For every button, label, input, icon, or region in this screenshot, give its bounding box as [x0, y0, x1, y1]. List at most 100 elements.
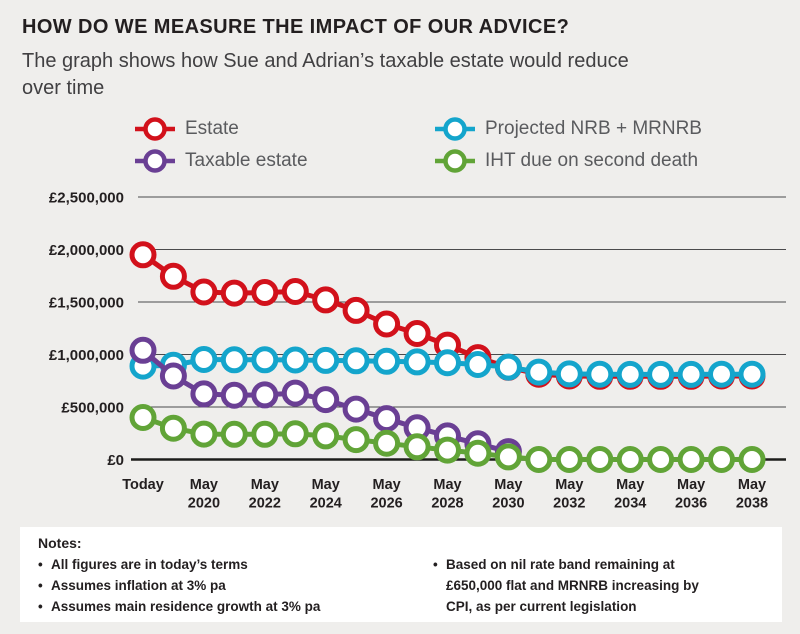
data-point — [220, 420, 248, 448]
note-line: Based on nil rate band remaining at — [446, 557, 675, 572]
series-taxable-estate — [129, 336, 522, 466]
legend-label: Estate — [185, 117, 239, 139]
data-point — [312, 422, 340, 450]
data-point — [129, 404, 157, 431]
data-point — [190, 380, 218, 408]
x-axis-tick-label: May 2024 — [310, 477, 342, 512]
line-chart: £2,500,000 £2,000,000 £1,500,000 £1,000,000… — [49, 190, 786, 512]
legend-item-taxable-estate: Taxable estate — [134, 146, 434, 175]
data-point — [647, 446, 675, 473]
page-subtitle-line1: The graph shows how Sue and Adrian’s tax… — [22, 50, 629, 72]
y-axis-tick-label: £1,500,000 — [49, 295, 124, 312]
legend-label: Projected NRB + MRNRB — [485, 117, 702, 139]
data-point — [708, 360, 735, 388]
page-subtitle: The graph shows how Sue and Adrian’s tax… — [22, 48, 792, 102]
note-item: • Assumes main residence growth at 3% pa — [38, 596, 433, 617]
data-point — [403, 320, 431, 347]
bullet-icon: • — [38, 578, 43, 593]
data-point — [373, 429, 401, 457]
x-axis-tick-label: May 2036 — [675, 477, 707, 512]
x-axis-tick-label: May 2034 — [614, 477, 646, 512]
bullet-icon: • — [38, 557, 43, 572]
notes-panel: Notes: • All figures are in today’s terms… — [20, 527, 782, 622]
data-point — [586, 360, 614, 388]
legend-item-iht-due-on-second-death: IHT due on second death — [434, 146, 702, 175]
data-point — [190, 420, 218, 448]
data-point — [494, 443, 522, 471]
x-axis-tick-label: Today — [122, 477, 164, 493]
data-point — [403, 433, 431, 461]
data-point — [220, 346, 248, 374]
data-point — [708, 446, 735, 473]
data-point — [342, 296, 370, 324]
data-point — [159, 362, 187, 390]
note-line: CPI, as per current legislation — [446, 599, 637, 614]
note-line: Assumes inflation at 3% pa — [51, 578, 226, 593]
data-point — [525, 446, 553, 473]
data-point — [251, 420, 279, 448]
legend-label: IHT due on second death — [485, 149, 699, 171]
data-point — [616, 446, 644, 473]
notes-heading: Notes: — [38, 535, 82, 551]
data-point — [281, 420, 309, 448]
data-point — [434, 349, 461, 377]
data-point — [129, 336, 157, 364]
data-point — [555, 360, 583, 388]
notes-column-right: • Based on nil rate band remaining at £650… — [433, 554, 773, 617]
data-point — [312, 346, 340, 374]
data-point — [129, 241, 157, 269]
bullet-icon: • — [38, 599, 43, 614]
chart-legend: Estate Taxable estate Projected NRB + MRNR… — [134, 114, 702, 175]
series-iht-due-on-second-death — [129, 404, 766, 473]
data-point — [738, 446, 766, 473]
data-point — [555, 446, 583, 473]
data-point — [220, 381, 248, 409]
page-title: HOW DO WE MEASURE THE IMPACT OF OUR ADVI… — [22, 16, 570, 38]
x-axis-tick-label: May 2038 — [736, 477, 768, 512]
data-point — [190, 278, 218, 306]
note-line: Assumes main residence growth at 3% pa — [51, 599, 321, 614]
data-point — [738, 360, 766, 388]
data-point — [281, 346, 309, 374]
data-point — [586, 446, 614, 473]
data-point — [677, 360, 705, 388]
data-point — [251, 381, 279, 409]
note-item: • Assumes inflation at 3% pa — [38, 575, 433, 596]
y-axis-tick-label: £1,000,000 — [49, 347, 124, 364]
y-axis-tick-label: £2,500,000 — [49, 190, 124, 207]
note-item: • Based on nil rate band remaining at £650… — [433, 554, 773, 617]
y-axis-tick-label: £2,000,000 — [49, 242, 124, 259]
data-point — [434, 436, 461, 464]
legend-item-estate: Estate — [134, 114, 434, 143]
legend-marker-icon — [435, 116, 475, 141]
data-point — [342, 395, 370, 423]
y-axis-tick-label: £500,000 — [61, 400, 124, 417]
legend-marker-icon — [435, 148, 475, 173]
data-point — [464, 439, 492, 467]
x-axis-tick-label: May 2022 — [249, 477, 281, 512]
notes-column-left: • All figures are in today’s terms • Assume… — [38, 554, 433, 617]
data-point — [251, 346, 279, 374]
x-axis-tick-label: May 2020 — [188, 477, 220, 512]
y-axis-tick-label: £0 — [107, 452, 124, 469]
x-axis-tick-label: May 2032 — [553, 477, 585, 512]
data-point — [312, 286, 340, 314]
data-point — [342, 347, 370, 375]
data-point — [159, 262, 187, 290]
note-line: All figures are in today’s terms — [51, 557, 248, 572]
data-point — [342, 426, 370, 454]
data-point — [281, 379, 309, 407]
data-point — [525, 358, 553, 386]
legend-marker-icon — [135, 148, 175, 173]
x-axis-tick-label: May 2028 — [431, 477, 463, 512]
data-point — [403, 348, 431, 376]
x-axis-tick-label: May 2026 — [370, 477, 402, 512]
data-point — [373, 310, 401, 338]
bullet-icon: • — [433, 557, 438, 572]
data-point — [251, 279, 279, 306]
data-point — [373, 347, 401, 375]
note-item: • All figures are in today’s terms — [38, 554, 433, 575]
x-axis-tick-label: May 2030 — [492, 477, 524, 512]
data-point — [373, 405, 401, 433]
data-point — [220, 279, 248, 307]
